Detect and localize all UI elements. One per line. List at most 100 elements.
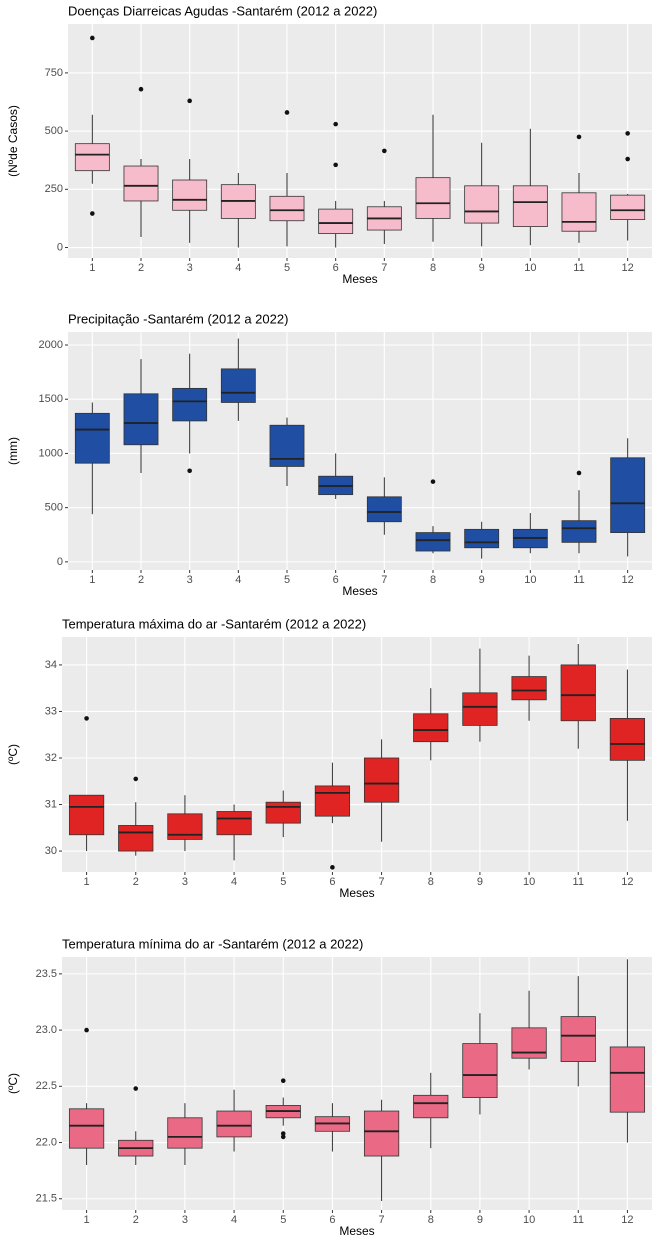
chart-title: Precipitação -Santarém (2012 a 2022): [68, 311, 288, 326]
x-tick-label: 5: [284, 262, 290, 274]
box: [172, 387, 208, 422]
y-tick-label: 250: [45, 183, 63, 195]
x-tick-label: 1: [89, 574, 95, 586]
outlier: [576, 470, 582, 476]
x-tick-label: 9: [479, 262, 485, 274]
outlier: [84, 716, 89, 721]
box: [609, 718, 646, 761]
x-tick-label: 1: [89, 262, 95, 274]
plot-panel: [62, 637, 652, 872]
box: [609, 1046, 646, 1113]
box: [561, 192, 597, 232]
box: [512, 185, 548, 227]
box: [216, 1110, 252, 1138]
box: [265, 801, 301, 824]
x-axis-title: Meses: [342, 584, 377, 598]
x-tick-label: 1: [84, 876, 90, 888]
box: [172, 179, 208, 211]
box: [511, 676, 547, 701]
x-tick-label: 8: [428, 1214, 434, 1226]
outlier: [330, 865, 335, 870]
x-tick-label: 8: [430, 262, 436, 274]
outlier: [187, 98, 192, 104]
y-axis-title: (mm): [6, 437, 20, 465]
x-tick-label: 9: [477, 1214, 483, 1226]
y-tick-label: 1000: [39, 447, 63, 459]
x-tick-label: 10: [523, 1214, 535, 1226]
x-tick-label: 7: [379, 876, 385, 888]
outlier: [333, 121, 338, 127]
y-tick-label: 23.5: [36, 968, 57, 980]
y-tick-label: 31: [45, 798, 57, 810]
chart-title: Doenças Diarreicas Agudas -Santarém (201…: [68, 3, 377, 18]
x-tick-label: 11: [573, 1214, 584, 1226]
box: [74, 412, 110, 464]
outlier: [280, 1131, 286, 1136]
outlier: [280, 1078, 286, 1083]
x-tick-label: 12: [622, 574, 634, 586]
y-tick-label: 22.5: [36, 1080, 57, 1092]
x-tick-label: 4: [231, 876, 237, 888]
y-tick-label: 30: [45, 845, 57, 857]
box: [220, 368, 256, 403]
plot-panel: [68, 332, 652, 570]
x-tick-label: 10: [523, 876, 535, 888]
x-tick-label: 3: [187, 574, 193, 586]
x-tick-label: 2: [138, 574, 144, 586]
box: [269, 195, 305, 222]
box: [415, 532, 451, 552]
outlier: [133, 776, 139, 782]
box: [560, 1016, 596, 1062]
x-tick-label: 11: [573, 876, 584, 888]
x-tick-label: 6: [329, 1214, 335, 1226]
box: [68, 794, 105, 836]
box: [68, 1108, 105, 1149]
box: [314, 785, 351, 817]
y-tick-label: 0: [57, 556, 63, 568]
y-tick-label: 500: [45, 502, 63, 514]
x-tick-label: 2: [133, 876, 139, 888]
outlier: [430, 479, 436, 484]
box: [123, 393, 159, 446]
y-axis-title: (ºC): [6, 744, 20, 765]
x-tick-label: 9: [477, 876, 483, 888]
outlier: [625, 131, 630, 136]
outlier: [284, 110, 290, 115]
x-tick-label: 3: [187, 262, 193, 274]
box: [123, 165, 159, 202]
plot-panel: [68, 24, 652, 258]
y-axis-title: (ºC): [6, 1073, 20, 1094]
x-tick-label: 6: [329, 876, 335, 888]
x-tick-label: 5: [280, 876, 286, 888]
x-tick-label: 11: [573, 574, 584, 586]
x-tick-label: 10: [524, 262, 536, 274]
x-tick-label: 2: [133, 1214, 139, 1226]
outlier: [576, 134, 582, 140]
outlier: [382, 148, 387, 154]
y-tick-label: 22.0: [36, 1136, 57, 1148]
plot-panel: [62, 957, 652, 1210]
outlier: [625, 156, 630, 162]
x-tick-label: 3: [182, 1214, 188, 1226]
box: [464, 185, 500, 224]
x-tick-label: 8: [430, 574, 436, 586]
outlier: [280, 1134, 286, 1140]
box: [610, 457, 646, 533]
y-tick-label: 23.0: [36, 1024, 57, 1036]
x-tick-label: 8: [428, 876, 434, 888]
y-tick-label: 2000: [39, 339, 63, 351]
box: [415, 177, 451, 219]
box: [167, 1117, 203, 1149]
y-tick-label: 33: [45, 705, 57, 717]
box: [511, 1027, 547, 1059]
y-tick-label: 32: [45, 752, 57, 764]
box: [413, 713, 449, 743]
x-tick-label: 2: [138, 262, 144, 274]
box: [74, 143, 110, 172]
x-tick-label: 5: [284, 574, 290, 586]
chart-title: Temperatura mínima do ar -Santarém (2012…: [62, 936, 363, 951]
box: [318, 208, 354, 234]
x-tick-label: 4: [235, 262, 241, 274]
outlier: [84, 1027, 89, 1033]
